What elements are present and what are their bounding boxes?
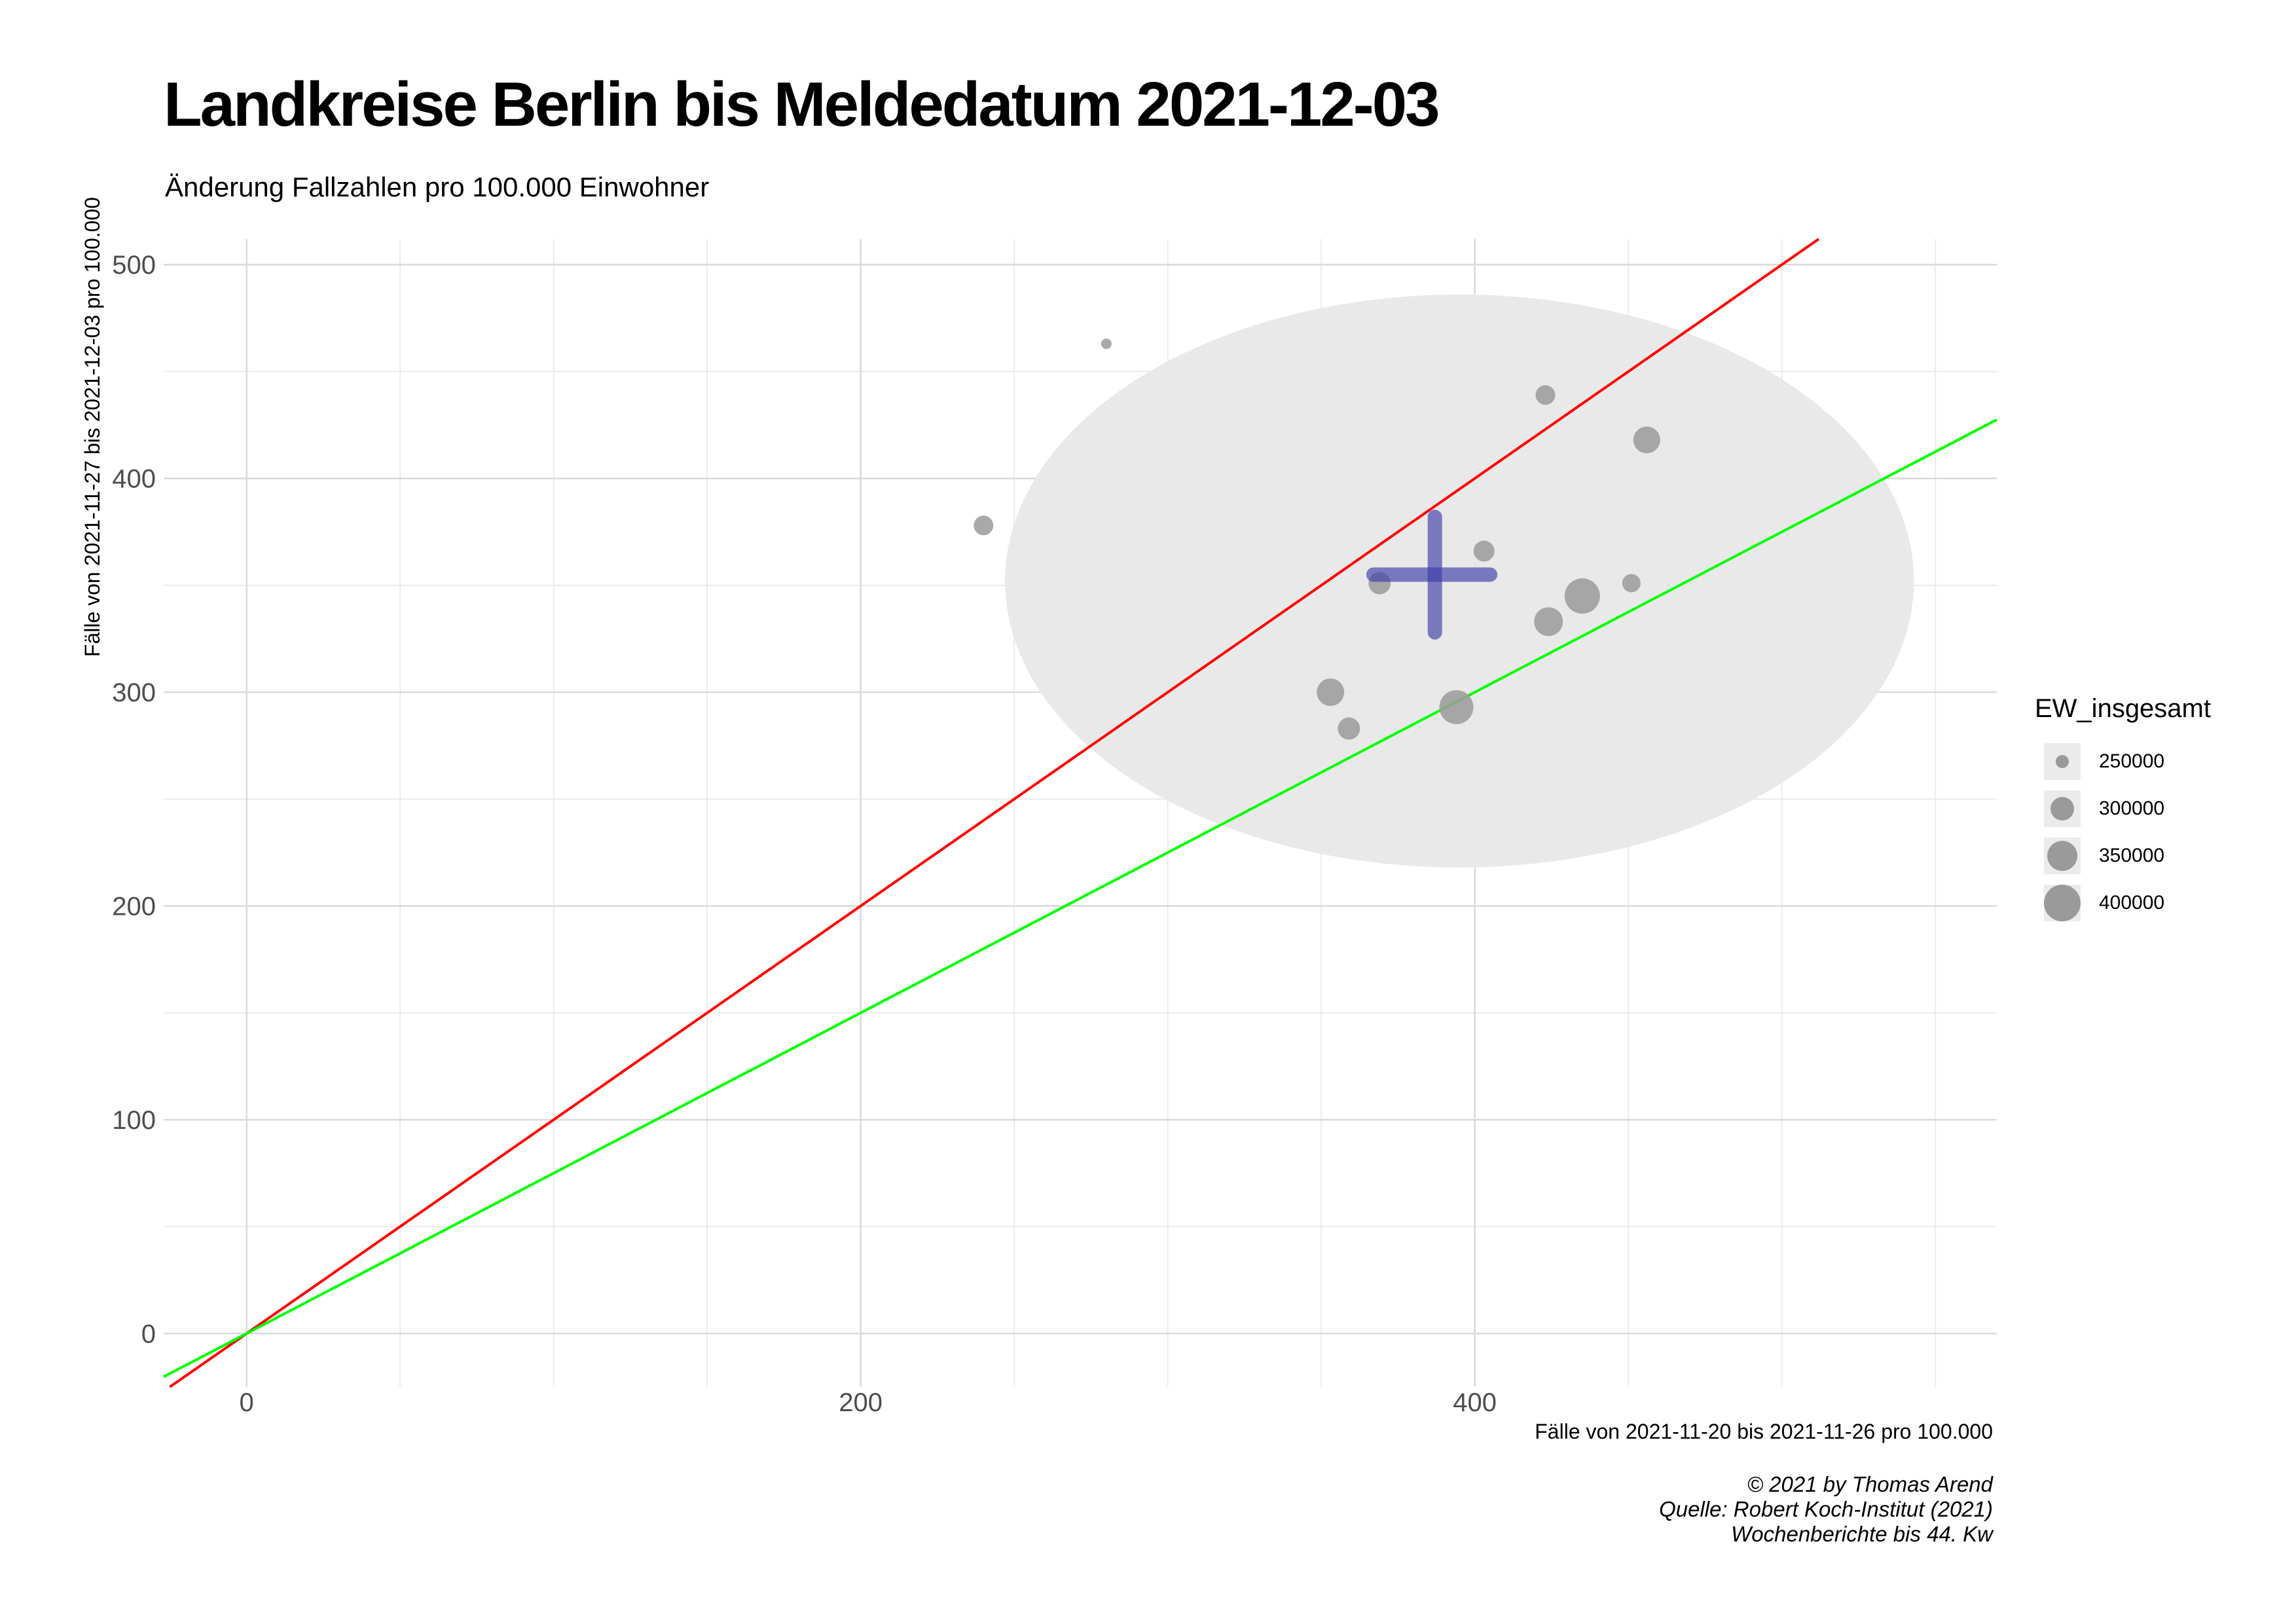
data-point [1338, 717, 1360, 740]
data-point [1535, 385, 1556, 405]
legend-symbol-300000 [2050, 797, 2074, 821]
legend-key [2044, 885, 2081, 921]
data-point [1317, 678, 1345, 707]
y-tick-label: 400 [112, 465, 156, 494]
legend: EW_insgesamt 250000 300000 350000 400000 [2035, 694, 2211, 927]
legend-entry: 400000 [2035, 879, 2211, 927]
legend-label: 250000 [2099, 750, 2165, 772]
data-point [974, 515, 994, 536]
legend-label: 400000 [2099, 892, 2165, 913]
legend-entry: 300000 [2035, 785, 2211, 832]
y-tick-label: 100 [112, 1106, 156, 1135]
legend-symbol-250000 [2056, 755, 2069, 768]
legend-key [2044, 743, 2081, 780]
caption-line-reports: Wochenberichte bis 44. Kw [1731, 1522, 1993, 1546]
x-tick-label: 0 [240, 1388, 254, 1417]
caption: © 2021 by Thomas Arend Quelle: Robert Ko… [1659, 1472, 1993, 1547]
tick-labels-layer: 0 200 400 0 100 200 300 400 500 [112, 251, 1497, 1417]
data-point [1633, 426, 1660, 454]
legend-key [2044, 790, 2081, 827]
reference-line-1 [169, 238, 1820, 1388]
y-tick-label: 500 [112, 251, 156, 280]
mean-cross-layer [1366, 509, 1498, 640]
chart-title: Landkreise Berlin bis Meldedatum 2021-12… [164, 69, 1440, 139]
legend-entry: 250000 [2035, 738, 2211, 785]
x-tick-label: 400 [1453, 1388, 1497, 1417]
y-tick-label: 300 [112, 678, 156, 707]
data-point [1473, 540, 1495, 562]
y-tick-label: 0 [141, 1320, 156, 1348]
legend-label: 350000 [2099, 845, 2165, 866]
data-point [1622, 574, 1641, 593]
legend-entry: 350000 [2035, 832, 2211, 879]
reference-line-2 [163, 418, 1997, 1378]
chart-subtitle: Änderung Fallzahlen pro 100.000 Einwohne… [165, 172, 710, 202]
legend-symbol-400000 [2044, 885, 2081, 921]
data-point [1534, 607, 1563, 637]
data-point [1564, 578, 1600, 614]
x-tick-label: 200 [839, 1388, 883, 1417]
legend-symbol-350000 [2047, 841, 2077, 871]
legend-key [2044, 838, 2081, 874]
caption-line-source: Quelle: Robert Koch-Institut (2021) [1659, 1497, 1993, 1521]
x-axis-label: Fälle von 2021-11-20 bis 2021-11-26 pro … [1535, 1420, 1993, 1443]
legend-title: EW_insgesamt [2035, 694, 2211, 723]
y-tick-label: 200 [112, 893, 156, 921]
data-point [1101, 338, 1112, 349]
data-point [1439, 690, 1474, 724]
y-axis-label: Fälle von 2021-11-27 bis 2021-12-03 pro … [81, 197, 104, 657]
caption-line-copyright: © 2021 by Thomas Arend [1747, 1472, 1993, 1496]
legend-label: 300000 [2099, 798, 2165, 819]
reference-lines-layer [163, 238, 1997, 1388]
